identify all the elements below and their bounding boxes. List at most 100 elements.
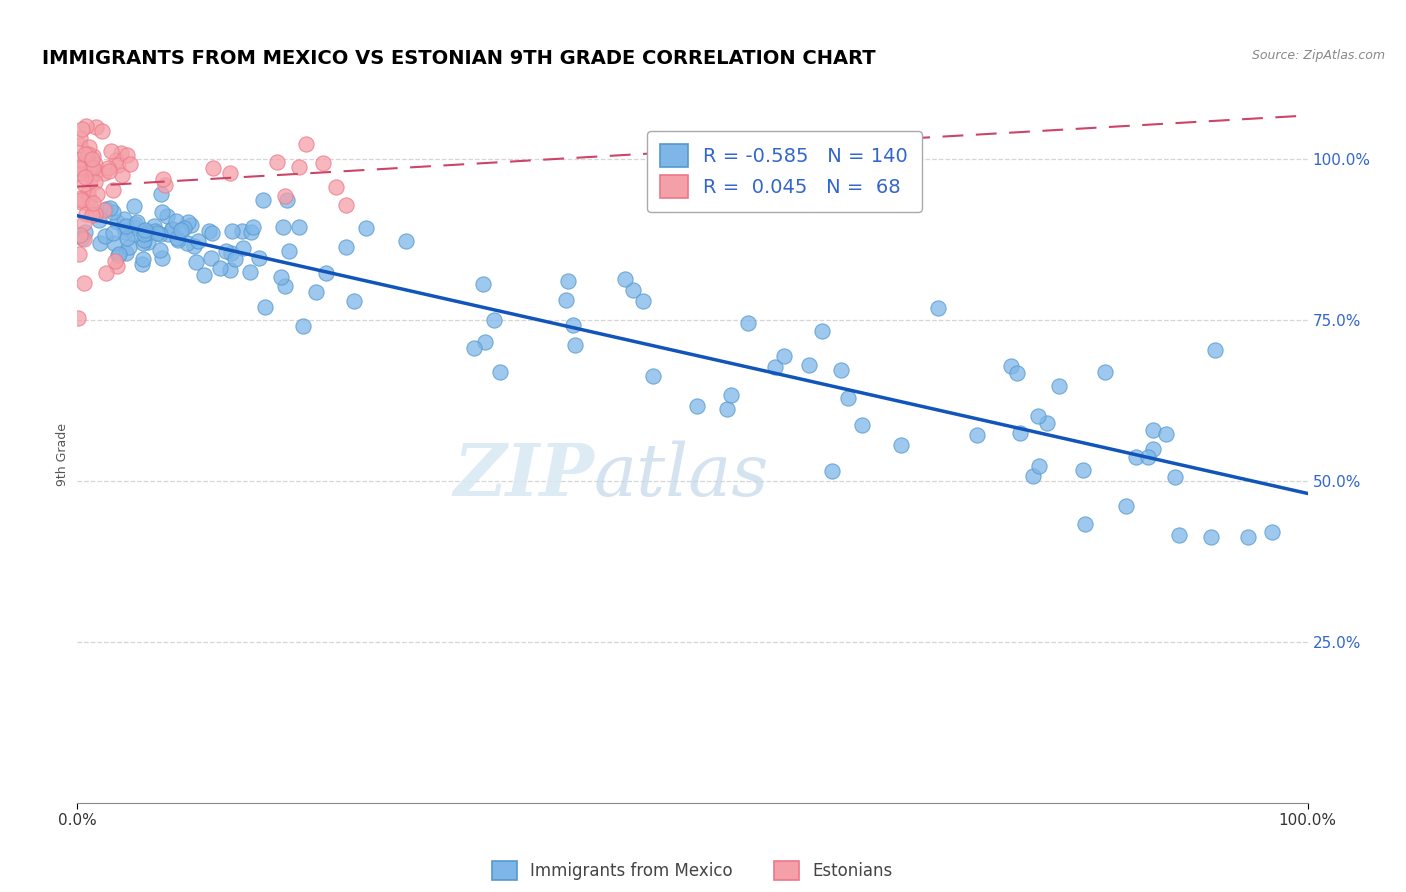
Point bbox=[103, 226, 125, 240]
Point bbox=[80, 159, 103, 173]
Point bbox=[1142, 442, 1164, 457]
Point bbox=[1000, 359, 1022, 373]
Point bbox=[811, 324, 834, 338]
Point bbox=[180, 219, 202, 233]
Point bbox=[67, 246, 90, 260]
Point bbox=[160, 222, 183, 236]
Text: atlas: atlas bbox=[595, 441, 769, 511]
Point bbox=[143, 223, 166, 237]
Point bbox=[89, 235, 111, 250]
Point bbox=[200, 251, 222, 265]
Point bbox=[73, 169, 96, 184]
Point bbox=[73, 147, 96, 161]
Point bbox=[84, 157, 107, 171]
Point bbox=[242, 220, 264, 235]
Point bbox=[266, 155, 288, 169]
Point bbox=[112, 219, 135, 234]
Point bbox=[79, 139, 101, 153]
Point bbox=[86, 187, 108, 202]
Point bbox=[271, 220, 294, 235]
Point bbox=[1047, 378, 1070, 392]
Point bbox=[1136, 450, 1159, 465]
Point bbox=[184, 255, 207, 269]
Point bbox=[160, 221, 183, 235]
Point bbox=[132, 236, 155, 251]
Point bbox=[132, 227, 155, 242]
Point bbox=[253, 300, 276, 314]
Point bbox=[287, 160, 309, 174]
Point bbox=[557, 275, 579, 289]
Point bbox=[1074, 516, 1097, 531]
Point bbox=[1261, 524, 1284, 539]
Point bbox=[131, 257, 153, 271]
Point bbox=[1154, 426, 1177, 441]
Point bbox=[136, 235, 159, 249]
Text: ZIP: ZIP bbox=[453, 441, 595, 511]
Point bbox=[966, 428, 988, 442]
Point bbox=[114, 225, 136, 239]
Point bbox=[201, 161, 224, 176]
Point bbox=[247, 251, 270, 265]
Point bbox=[1199, 530, 1222, 544]
Point bbox=[143, 219, 166, 234]
Point bbox=[1035, 416, 1057, 430]
Point bbox=[132, 224, 155, 238]
Point bbox=[76, 147, 98, 161]
Point bbox=[72, 230, 94, 244]
Point bbox=[67, 311, 90, 326]
Point bbox=[240, 225, 263, 239]
Point bbox=[463, 342, 485, 356]
Point bbox=[613, 272, 636, 286]
Point bbox=[291, 318, 314, 333]
Point bbox=[633, 293, 655, 308]
Point bbox=[98, 164, 121, 178]
Point bbox=[73, 153, 96, 168]
Point bbox=[821, 464, 844, 478]
Point bbox=[80, 152, 103, 166]
Point bbox=[104, 153, 127, 167]
Point bbox=[1115, 500, 1137, 514]
Point bbox=[165, 214, 187, 228]
Point bbox=[554, 293, 576, 307]
Point bbox=[93, 202, 115, 217]
Point bbox=[97, 161, 120, 175]
Point bbox=[82, 149, 104, 163]
Point bbox=[114, 219, 136, 233]
Point bbox=[177, 215, 200, 229]
Point bbox=[156, 227, 179, 241]
Point bbox=[112, 211, 135, 226]
Point bbox=[105, 259, 128, 273]
Point bbox=[118, 157, 141, 171]
Point bbox=[134, 227, 156, 242]
Point bbox=[221, 225, 243, 239]
Point bbox=[69, 138, 91, 153]
Point bbox=[200, 227, 222, 241]
Point bbox=[124, 217, 146, 231]
Point bbox=[77, 167, 100, 181]
Point bbox=[72, 122, 94, 136]
Point bbox=[830, 363, 852, 377]
Point bbox=[1142, 423, 1164, 437]
Point bbox=[87, 213, 110, 227]
Point bbox=[1021, 469, 1043, 483]
Point bbox=[67, 161, 90, 175]
Point bbox=[69, 191, 91, 205]
Point bbox=[103, 183, 125, 197]
Point bbox=[270, 269, 292, 284]
Point bbox=[156, 209, 179, 223]
Point bbox=[686, 399, 709, 413]
Point bbox=[149, 244, 172, 258]
Point bbox=[67, 153, 90, 167]
Point bbox=[96, 202, 118, 216]
Legend: Immigrants from Mexico, Estonians: Immigrants from Mexico, Estonians bbox=[484, 853, 901, 888]
Point bbox=[1204, 343, 1226, 357]
Point bbox=[110, 146, 132, 161]
Point bbox=[107, 248, 129, 262]
Point bbox=[1094, 365, 1116, 379]
Point bbox=[100, 144, 122, 158]
Point bbox=[851, 418, 873, 433]
Point bbox=[1236, 530, 1258, 544]
Y-axis label: 9th Grade: 9th Grade bbox=[56, 424, 69, 486]
Point bbox=[69, 130, 91, 145]
Point bbox=[75, 120, 97, 134]
